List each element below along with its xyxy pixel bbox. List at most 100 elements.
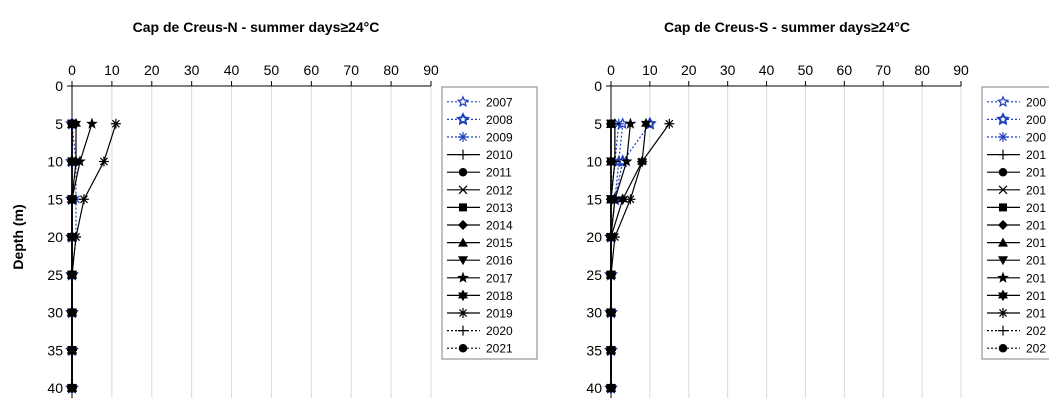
legend-label: 202 — [1026, 342, 1046, 356]
data-point — [606, 232, 616, 242]
x-tick-label: 80 — [383, 62, 399, 78]
x-tick-label: 70 — [343, 62, 359, 78]
data-point — [98, 156, 109, 167]
y-tick-label: 40 — [586, 380, 602, 396]
legend-marker — [998, 132, 1008, 142]
legend-label: 202 — [1026, 324, 1046, 338]
chart-title: Cap de Creus-N - summer days≥24°C — [133, 19, 380, 35]
legend-marker — [458, 325, 468, 336]
legend-label: 2017 — [486, 271, 513, 285]
data-point — [606, 383, 616, 393]
data-point — [664, 118, 675, 129]
y-tick-label: 25 — [47, 267, 63, 283]
legend-label: 201 — [1026, 307, 1046, 321]
legend-marker — [998, 308, 1008, 318]
series-202-14 — [606, 119, 616, 393]
legend-label: 201 — [1026, 236, 1046, 250]
x-tick-label: 20 — [144, 62, 160, 78]
data-point — [606, 270, 616, 279]
legend-label: 2014 — [486, 219, 513, 233]
legend-marker — [458, 185, 468, 195]
legend-label: 2015 — [486, 236, 513, 250]
x-tick-label: 30 — [184, 62, 200, 78]
charts-root: Cap de Creus-N - summer days≥24°C 0 10 20 30… — [10, 19, 1049, 398]
y-tick-label: 25 — [586, 267, 602, 283]
legend-marker — [457, 271, 469, 283]
x-tick-label: 40 — [759, 62, 775, 78]
legend-label: 2012 — [486, 183, 513, 197]
y-tick-label: 40 — [47, 380, 63, 396]
y-tick-label: 30 — [47, 305, 63, 321]
x-tick-label: 40 — [224, 62, 240, 78]
x-tick-label: 10 — [104, 62, 120, 78]
data-point — [67, 195, 77, 204]
chart-panel-2: Cap de Creus-S - summer days≥24°C 0 10 20 30… — [586, 19, 1049, 398]
legend-marker — [998, 220, 1008, 230]
y-tick-label: 20 — [586, 229, 602, 245]
legend-label: 2019 — [486, 307, 513, 321]
data-point — [110, 118, 121, 129]
legend-marker — [458, 237, 468, 247]
y-tick-label: 35 — [47, 342, 63, 358]
legend-marker — [996, 112, 1010, 126]
legend-label: 2021 — [486, 342, 513, 356]
series-2021-14 — [67, 119, 77, 393]
legend-marker — [998, 167, 1008, 177]
data-point — [67, 157, 77, 166]
legend-marker — [457, 289, 469, 302]
legend-marker — [458, 132, 468, 142]
data-point — [617, 193, 628, 206]
x-tick-label: 50 — [264, 62, 280, 78]
chart-title: Cap de Creus-S - summer days≥24°C — [664, 19, 910, 35]
data-point — [67, 232, 77, 242]
legend-marker — [458, 167, 468, 177]
legend-label: 2010 — [486, 148, 513, 162]
legend-label: 200 — [1026, 95, 1046, 109]
data-point — [86, 117, 98, 129]
y-tick-label: 35 — [586, 342, 602, 358]
x-tick-label: 80 — [914, 62, 930, 78]
x-tick-label: 0 — [68, 62, 76, 78]
legend-label: 2009 — [486, 131, 513, 145]
x-tick-label: 70 — [875, 62, 891, 78]
x-tick-label: 0 — [607, 62, 615, 78]
legend-label: 2013 — [486, 201, 513, 215]
x-tick-label: 10 — [642, 62, 658, 78]
legend-label: 2007 — [486, 95, 513, 109]
data-point — [624, 117, 637, 129]
data-point — [637, 156, 648, 167]
y-tick-label: 30 — [586, 305, 602, 321]
data-point — [67, 119, 77, 128]
legend-marker — [458, 220, 468, 230]
legend-label: 2008 — [486, 113, 513, 127]
x-tick-label: 20 — [681, 62, 697, 78]
y-tick-label: 20 — [47, 229, 63, 245]
y-tick-label: 15 — [586, 191, 602, 207]
data-point — [67, 270, 77, 279]
legend-marker — [459, 203, 467, 212]
legend-box — [441, 86, 538, 360]
y-tick-label: 10 — [47, 154, 63, 170]
legend-marker — [458, 149, 468, 160]
legend-label: 2018 — [486, 289, 513, 303]
x-tick-label: 90 — [953, 62, 969, 78]
x-tick-label: 90 — [423, 62, 439, 78]
data-point — [67, 383, 77, 393]
legend-label: 200 — [1026, 113, 1046, 127]
y-tick-label: 0 — [55, 78, 63, 94]
y-axis-label: Depth (m) — [10, 204, 26, 269]
legend-marker — [998, 325, 1008, 336]
data-point — [606, 119, 616, 128]
legend-marker — [458, 308, 468, 318]
data-point — [620, 155, 633, 167]
legend-label: 201 — [1026, 183, 1046, 197]
legend-label: 201 — [1026, 166, 1046, 180]
legend-box — [981, 86, 1049, 360]
legend-marker — [998, 185, 1008, 195]
legend: 2007 2008 2009 2010 2011 2012 2013 2014 2015 2016… — [441, 86, 538, 360]
data-point — [67, 308, 77, 317]
legend-label: 201 — [1026, 289, 1046, 303]
legend-marker — [458, 256, 468, 266]
chart-panel-1: Cap de Creus-N - summer days≥24°C 0 10 20 30… — [10, 19, 538, 398]
